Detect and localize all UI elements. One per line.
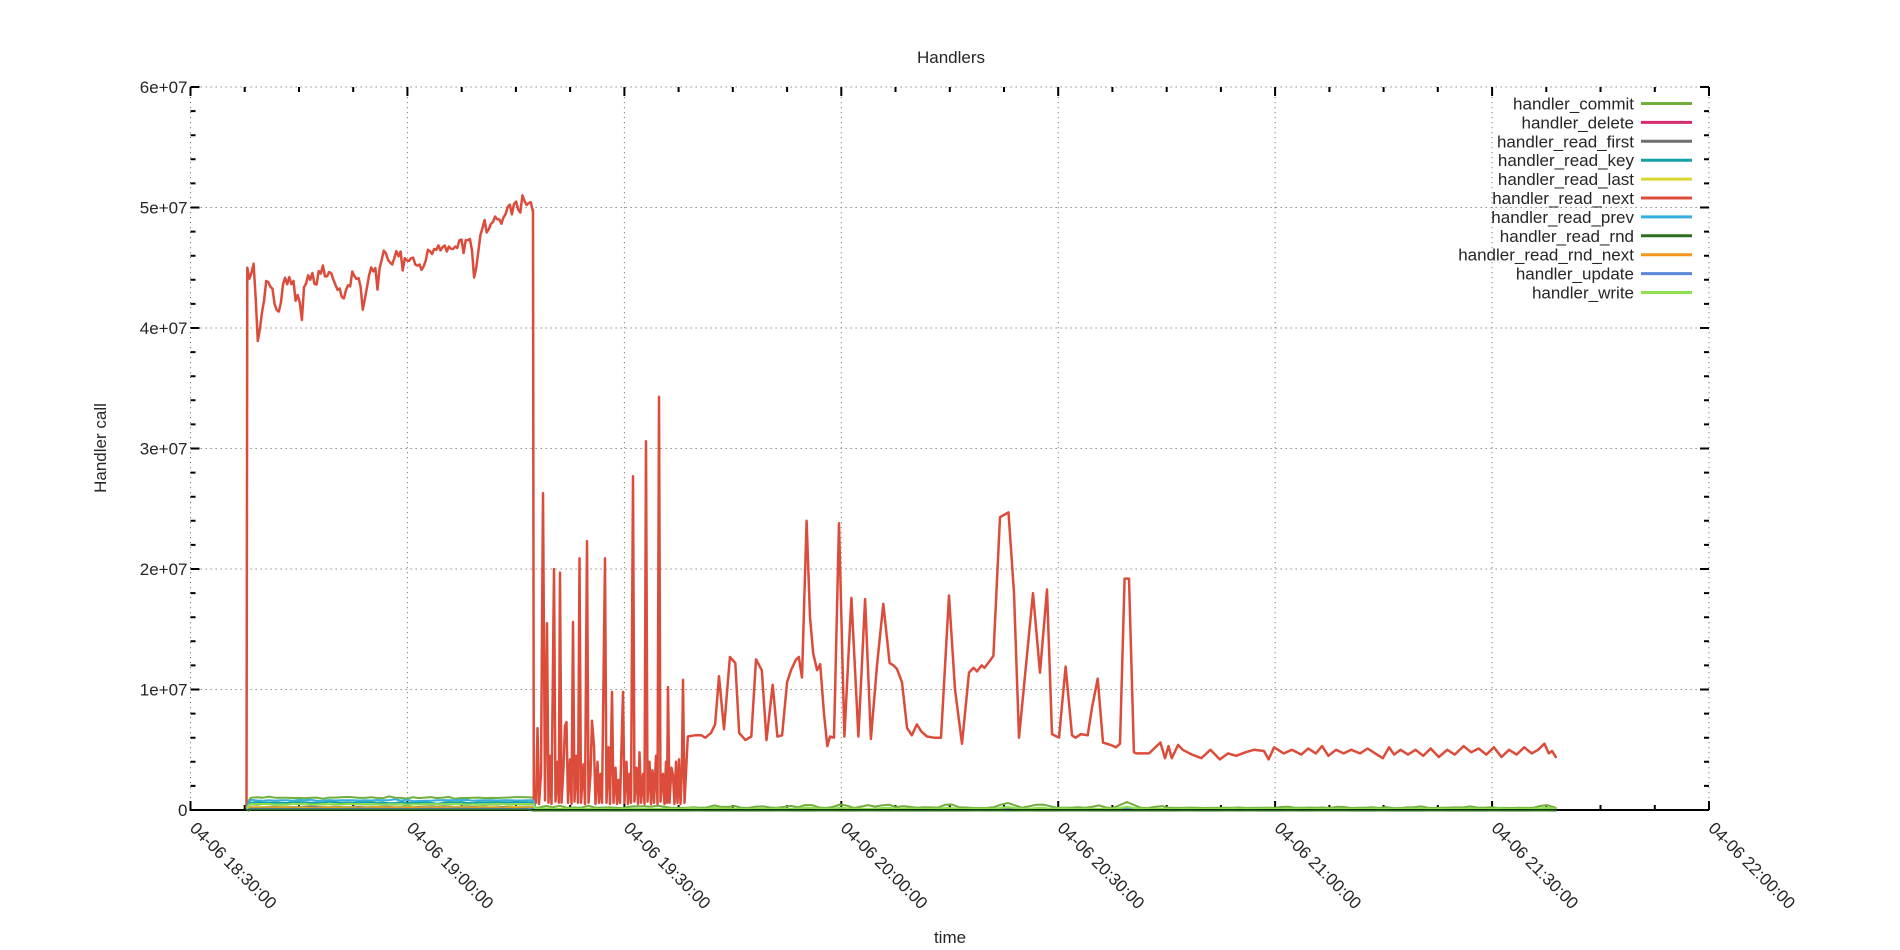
svg-text:time: time — [934, 928, 966, 947]
svg-text:handler_read_first: handler_read_first — [1497, 132, 1634, 151]
svg-text:5e+07: 5e+07 — [140, 199, 188, 218]
svg-text:handler_write: handler_write — [1532, 284, 1634, 303]
svg-text:handler_commit: handler_commit — [1513, 95, 1634, 114]
svg-text:1e+07: 1e+07 — [140, 681, 188, 700]
svg-text:0: 0 — [178, 801, 187, 820]
svg-text:handler_read_prev: handler_read_prev — [1491, 208, 1634, 227]
svg-text:handler_read_rnd: handler_read_rnd — [1500, 227, 1634, 246]
svg-text:handler_read_last: handler_read_last — [1498, 170, 1634, 189]
svg-text:handler_read_rnd_next: handler_read_rnd_next — [1458, 246, 1634, 265]
svg-text:handler_delete: handler_delete — [1522, 113, 1634, 132]
svg-text:handler_read_next: handler_read_next — [1492, 189, 1634, 208]
svg-text:Handlers: Handlers — [917, 48, 985, 67]
svg-text:4e+07: 4e+07 — [140, 319, 188, 338]
svg-text:Handler call: Handler call — [91, 403, 110, 493]
svg-text:3e+07: 3e+07 — [140, 440, 188, 459]
svg-text:2e+07: 2e+07 — [140, 560, 188, 579]
svg-text:handler_read_key: handler_read_key — [1498, 151, 1635, 170]
svg-text:handler_update: handler_update — [1516, 265, 1634, 284]
svg-text:6e+07: 6e+07 — [140, 78, 188, 97]
